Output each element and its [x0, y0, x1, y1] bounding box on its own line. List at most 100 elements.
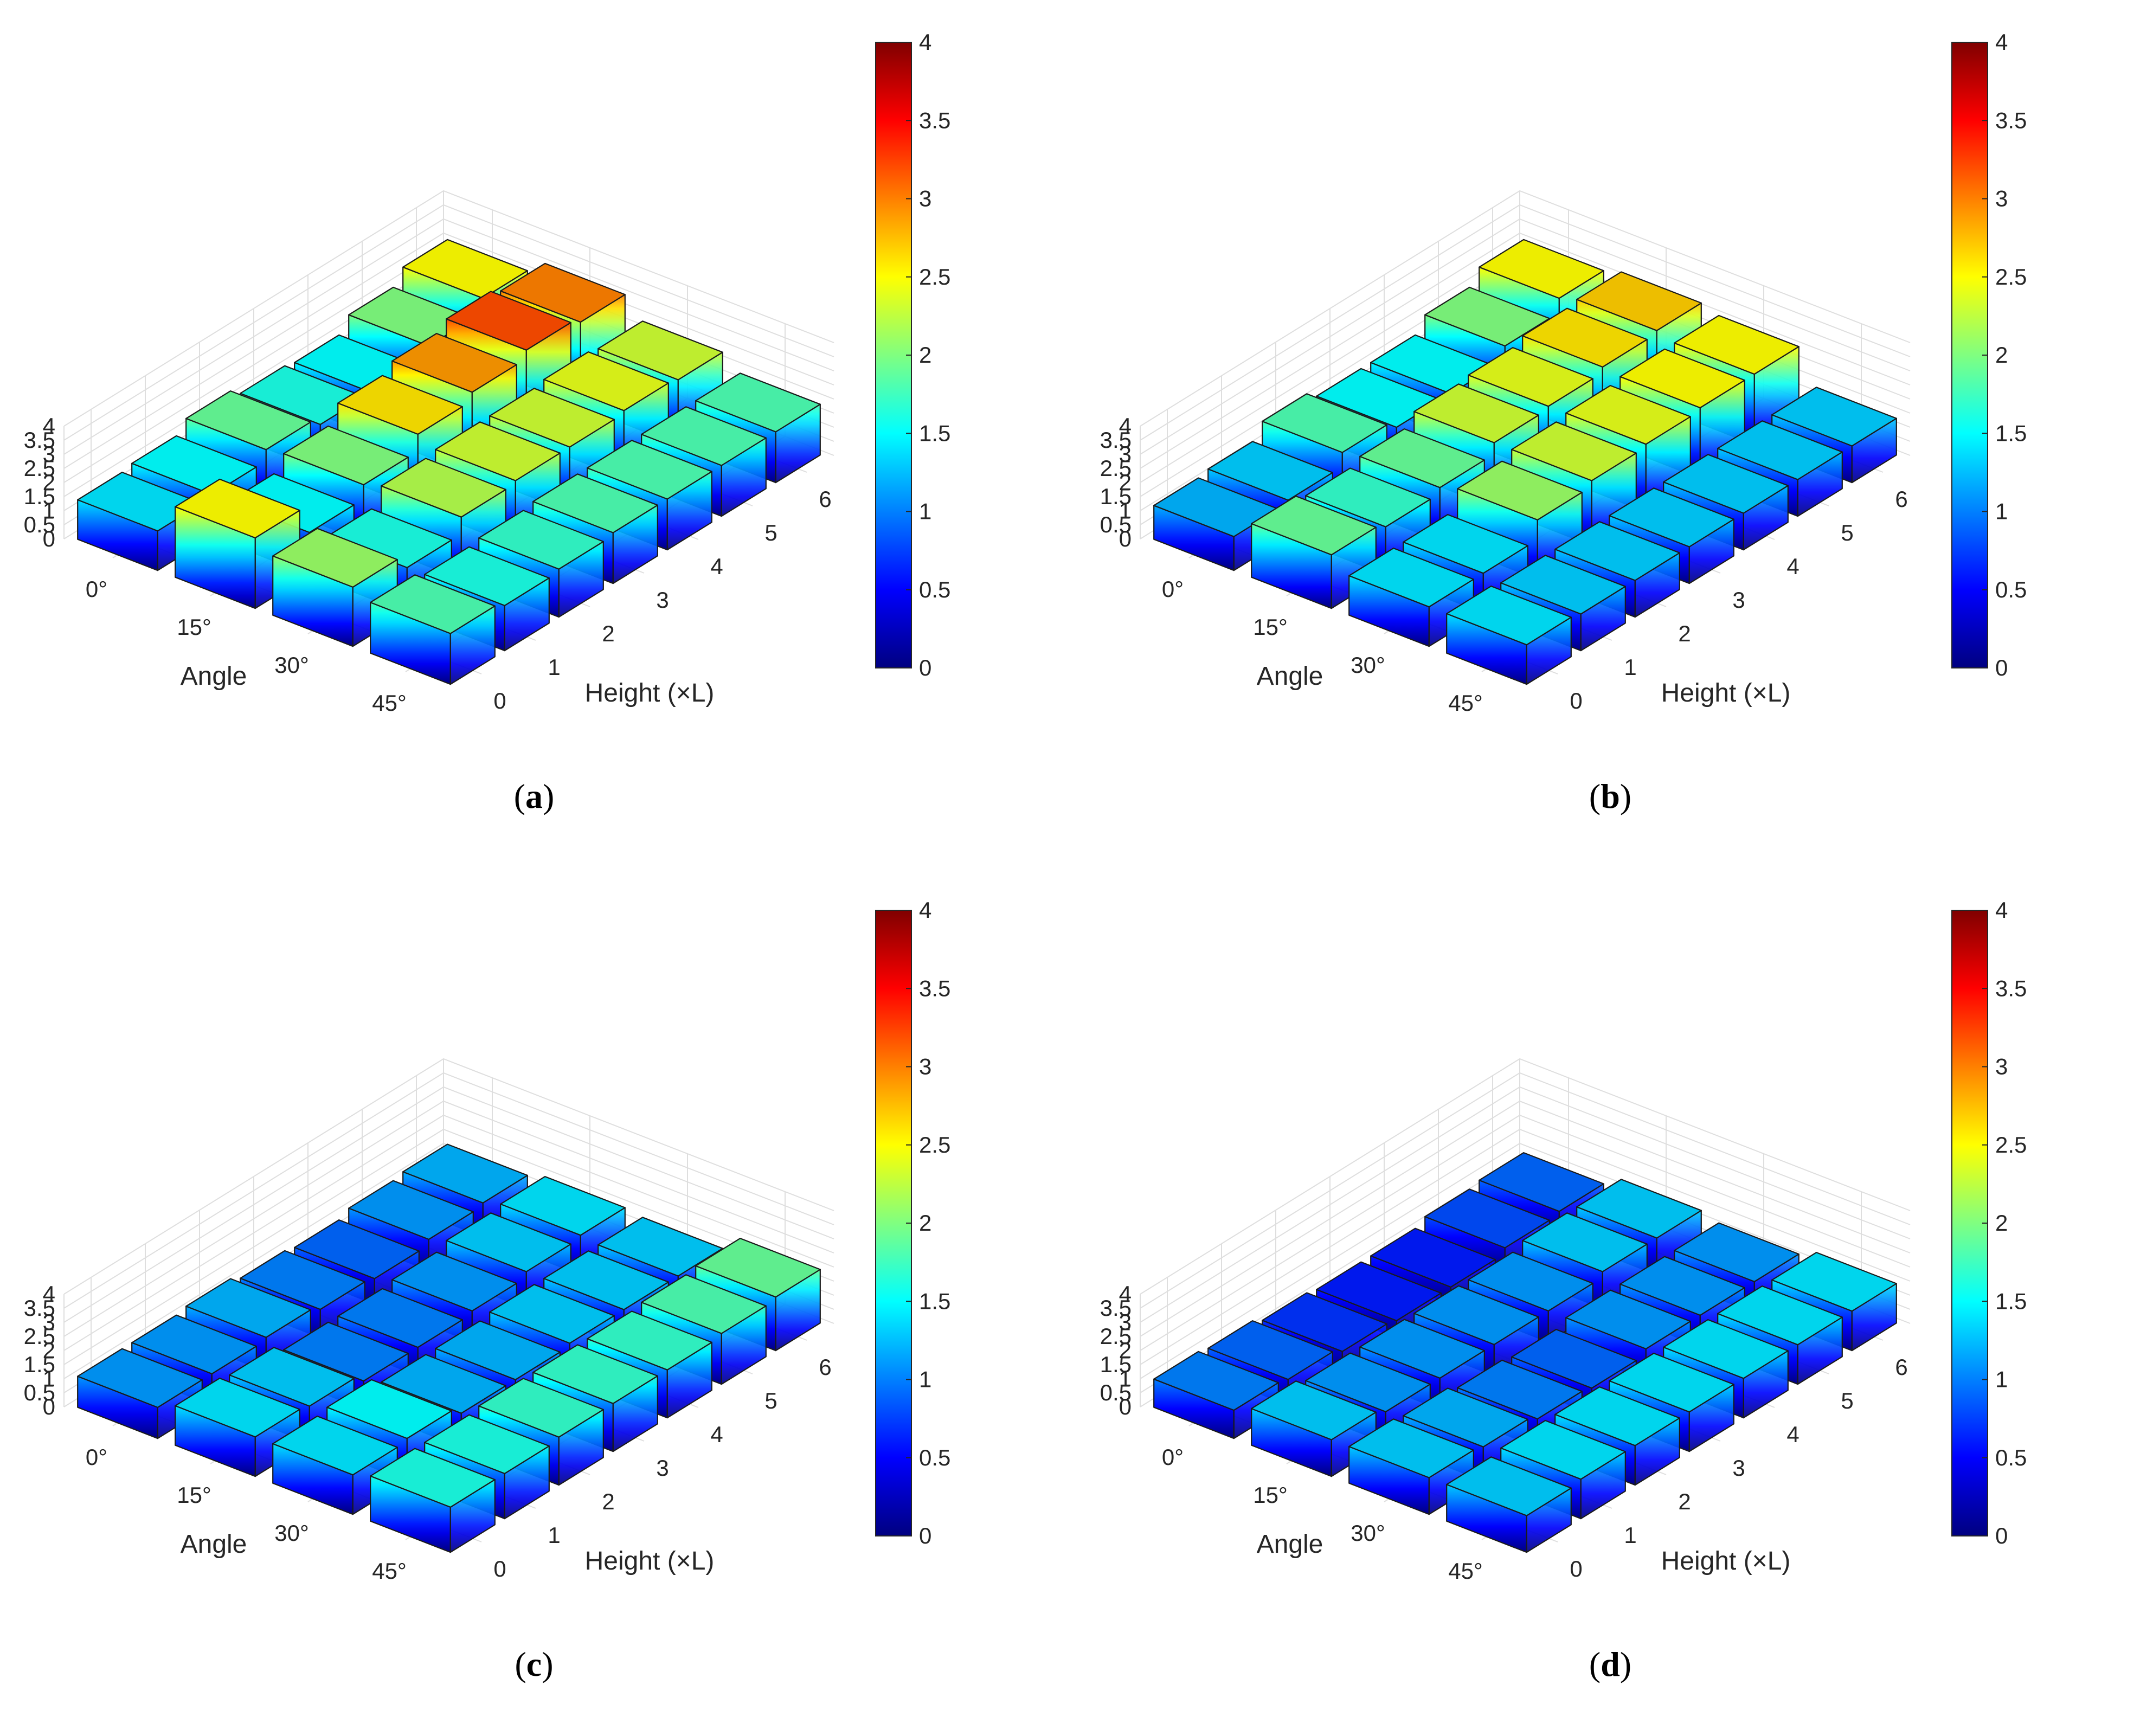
bar-top-face — [1262, 393, 1387, 453]
bar-top-face — [1609, 1352, 1734, 1413]
angle-tick-label: 45° — [1448, 690, 1483, 716]
bar-top-face — [1413, 1285, 1539, 1346]
bar-top-face — [1424, 1188, 1550, 1249]
colorbar-bar — [1951, 910, 1988, 1536]
bar-top-face — [500, 1175, 626, 1236]
colorbar-tick-label: 1.5 — [919, 420, 950, 446]
colorbar-tick-label: 3.5 — [919, 107, 950, 133]
bar-top-face — [1251, 1380, 1377, 1441]
bar-top-face — [543, 351, 669, 412]
bar3d-chart-b: 00.511.522.533.54Mean MVR - Street #2 0° 1… — [1100, 29, 2027, 716]
colorbar-tick-label: 1.5 — [919, 1288, 950, 1314]
bars — [1153, 239, 1897, 685]
bar-top-face — [1370, 1227, 1496, 1288]
bar-top-face — [1674, 314, 1799, 375]
colorbar-tick-label: 2.5 — [919, 1132, 950, 1158]
angle-tick-label: 15° — [1253, 614, 1288, 640]
bar-top-face — [446, 291, 571, 351]
bar-top-face — [695, 1237, 821, 1298]
colorbar: 0 0.5 1 1.5 2 2.5 3 3.5 4 — [875, 29, 950, 680]
bar-top-face — [348, 1180, 474, 1240]
z-tick-label: 3.5 — [24, 427, 55, 453]
colorbar-tick-label: 2 — [919, 342, 931, 368]
bars — [1153, 1152, 1897, 1553]
colorbar-tick-label: 3.5 — [1995, 975, 2027, 1001]
z-axis: 00.511.522.533.54Mean MVR - Street #2 — [1100, 413, 1132, 551]
angle-axis: 0° 15° 30° 45° Angle — [86, 576, 407, 716]
bar-top-face — [1359, 1319, 1485, 1379]
panel-c: 00.511.522.533.54Mean MVR - Street #3 0° 1… — [0, 868, 1076, 1736]
bar-top-face — [175, 478, 300, 539]
panel-letter: b — [1601, 777, 1620, 815]
bars — [77, 1143, 821, 1553]
z-tick-label: 1.5 — [24, 484, 55, 509]
height-tick-label: 4 — [710, 1422, 723, 1447]
bar-top-face — [1674, 1222, 1799, 1283]
z-tick-label: 0.5 — [24, 1380, 55, 1405]
height-tick-label: 0 — [493, 1556, 506, 1581]
panel-letter: d — [1601, 1645, 1620, 1683]
colorbar-tick-label: 4 — [919, 897, 931, 923]
z-tick-label: 3.5 — [24, 1295, 55, 1321]
bar-top-face — [1457, 1359, 1583, 1420]
height-tick-label: 4 — [1786, 1422, 1799, 1447]
colorbar-bar — [875, 42, 912, 668]
bar-top-face — [175, 1377, 300, 1438]
z-tick-label: 2 — [43, 470, 55, 495]
bar-top-face — [597, 320, 723, 381]
bar-top-face — [500, 262, 626, 323]
angle-axis: 0° 15° 30° 45° Angle — [1162, 576, 1483, 716]
z-tick-label: 1 — [1119, 498, 1132, 523]
bar-top-face — [1663, 1319, 1789, 1379]
z-tick-label: 3 — [1119, 1309, 1132, 1335]
bar-top-face — [131, 1314, 257, 1375]
bar-top-face — [1207, 1320, 1333, 1380]
bar-top-face — [1511, 1328, 1637, 1389]
bar-top-face — [1619, 348, 1745, 409]
bar-top-face — [1207, 441, 1333, 501]
angle-axis-label: Angle — [181, 1530, 247, 1559]
z-tick-label: 1.5 — [1100, 1352, 1132, 1377]
bar-top-face — [1576, 1179, 1702, 1239]
angle-tick-label: 0° — [86, 576, 107, 602]
bar-top-face — [283, 1321, 409, 1382]
bar-top-face — [337, 375, 463, 435]
bar-top-face — [1609, 487, 1734, 548]
bar-top-face — [283, 425, 409, 486]
colorbar-tick-label: 1 — [919, 1367, 931, 1392]
bar-top-face — [229, 1347, 355, 1407]
colorbar-tick-label: 4 — [919, 29, 931, 55]
height-tick-label: 6 — [1895, 1354, 1907, 1380]
colorbar-tick-label: 0 — [919, 1523, 931, 1548]
colorbar-tick-label: 0.5 — [1995, 577, 2027, 602]
panel-a: 00.511.522.533.54Mean MVR - Street #1 0° 1… — [0, 0, 1076, 868]
bar-top-face — [489, 1284, 615, 1344]
z-tick-label: 2 — [43, 1338, 55, 1363]
bar-top-face — [402, 1143, 528, 1204]
bar-top-face — [391, 1251, 517, 1312]
colorbar-tick-label: 2 — [919, 1210, 931, 1236]
bar-top-face — [272, 528, 398, 588]
panel-letter: c — [526, 1645, 542, 1683]
bar3d-chart-d: 00.511.522.533.54Mean MVR - Street #4 0° 1… — [1100, 897, 2027, 1584]
bar — [370, 1448, 496, 1553]
panel-letter: a — [525, 777, 543, 815]
z-axis: 00.511.522.533.54Mean MVR - Street #4 — [1100, 1281, 1132, 1419]
angle-tick-label: 0° — [1162, 1444, 1184, 1470]
z-tick-label: 3.5 — [1100, 427, 1132, 453]
colorbar-tick-label: 2 — [1995, 1210, 2008, 1236]
colorbar-tick-label: 4 — [1995, 897, 2008, 923]
bar — [1251, 495, 1377, 609]
colorbar-bar — [1951, 42, 1988, 668]
panel-caption: (b) — [1589, 777, 1632, 815]
panel-b: 00.511.522.533.54Mean MVR - Street #2 0° 1… — [1076, 0, 2152, 868]
bar-top-face — [1403, 1387, 1528, 1448]
bar-top-face — [1771, 1251, 1897, 1312]
bar-top-face — [294, 1219, 420, 1280]
bar3d-chart-c: 00.511.522.533.54Mean MVR - Street #3 0° 1… — [24, 897, 951, 1584]
colorbar-tick-label: 1 — [1995, 1367, 2008, 1392]
z-tick-label: 2.5 — [1100, 1323, 1132, 1349]
bar-top-face — [435, 421, 561, 481]
bar-top-face — [1576, 271, 1702, 331]
z-tick-label: 1.5 — [1100, 484, 1132, 509]
